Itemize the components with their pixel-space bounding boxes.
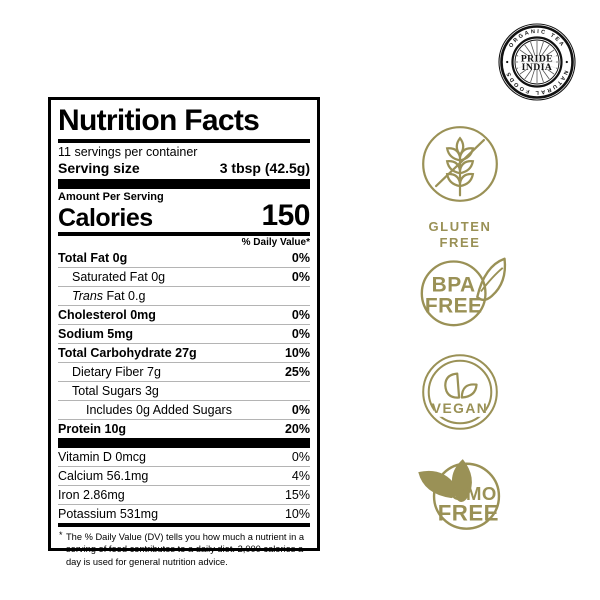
nutrient-daily-value: 0% [291,251,310,265]
nutrient-row: Saturated Fat 0g 0% [58,268,310,286]
nutrient-row: Trans Fat 0.g [58,287,310,305]
divider-nutrient-row [58,324,310,325]
vitamin-name: Iron 2.86mg [58,488,125,502]
vitamin-row: Vitamin D 0mcg 0% [58,448,310,466]
vitamin-daily-value: 0% [291,450,310,464]
nutrient-name: Trans Fat 0.g [72,289,146,303]
certification-badges: GLUTEN FREE BPA FREE VEGAN GMO [395,118,525,546]
nutrient-daily-value: 0% [291,403,310,417]
nutrient-daily-value: 10% [284,346,310,360]
divider-nutrient-row [58,381,310,382]
badge-gluten-free-caption-line1: GLUTEN [428,219,492,234]
page-title: Nutrition Facts [58,104,260,137]
badge-gluten-free: GLUTEN FREE [395,118,525,250]
badge-bpa-free-line1: BPA [432,274,476,297]
gluten-free-icon [422,126,498,202]
badge-bpa-free: BPA FREE [395,246,525,346]
nutrient-name: Total Carbohydrate 27g [58,346,197,360]
vitamin-daily-value: 10% [284,507,310,521]
nutrient-name: Dietary Fiber 7g [72,365,161,379]
serving-size-value: 3 tbsp (42.5g) [219,160,310,176]
badge-gmo-free: GMO FREE [395,446,525,546]
nutrient-daily-value: 0% [291,327,310,341]
nutrition-facts-panel: Nutrition Facts 11 servings per containe… [48,97,320,567]
nutrient-name: Total Fat 0g [58,251,128,265]
badge-gluten-free-caption-line2: FREE [439,235,481,251]
vitamin-name: Vitamin D 0mcg [58,450,146,464]
nutrient-row: Cholesterol 0mg 0% [58,306,310,324]
vitamin-name: Calcium 56.1mg [58,469,149,483]
nutrient-daily-value: 0% [291,270,310,284]
divider-nutrient-row [58,419,310,420]
nutrient-row: Total Fat 0g 0% [58,249,310,267]
footnote-marker: * [59,530,63,540]
nutrient-row: Total Sugars 3g [58,382,310,400]
nutrient-name: Sodium 5mg [58,327,134,341]
nutrient-list: Total Fat 0g 0% Saturated Fat 0g 0% Trans Fa… [58,249,310,438]
brand-seal: PRIDE INDIA ORGANIC TEA NATURAL FOODS [497,22,577,102]
seal-brand-line2: INDIA [522,62,553,73]
serving-size-row: Serving size 3 tbsp (42.5g) [58,160,310,179]
vitamin-daily-value: 15% [284,488,310,502]
vitamin-row: Potassium 531mg 10% [58,505,310,523]
badge-vegan-text: VEGAN [432,401,488,416]
vitamin-daily-value: 4% [291,469,310,483]
nutrient-name: Protein 10g [58,422,127,436]
nutrient-name: Saturated Fat 0g [72,270,166,284]
divider-above-calories [58,179,310,189]
badge-bpa-free-line2: FREE [425,294,483,317]
nutrient-name: Total Sugars 3g [72,384,159,398]
nutrient-daily-value: 20% [284,422,310,436]
vegan-icon: VEGAN [422,354,498,430]
divider-nutrient-row [58,362,310,363]
divider-above-vitamins [58,438,310,448]
nutrient-name: Cholesterol 0mg [58,308,156,322]
badge-gluten-free-caption: GLUTEN FREE [395,219,525,252]
divider-nutrient-row [58,400,310,401]
divider-vitamin-row [58,485,310,486]
divider-nutrient-row [58,267,310,268]
divider-vitamin-row [58,504,310,505]
vitamin-name: Potassium 531mg [58,507,159,521]
vitamin-row: Calcium 56.1mg 4% [58,467,310,485]
calories-row: Calories 150 [58,201,310,232]
divider-nutrient-row [58,343,310,344]
divider-above-footnote [58,523,310,527]
divider-under-title [58,139,310,143]
vitamin-row: Iron 2.86mg 15% [58,486,310,504]
divider-nutrient-row [58,286,310,287]
gmo-free-icon: GMO FREE [418,459,501,530]
calories-value: 150 [261,199,310,232]
nutrient-row: Protein 10g 20% [58,420,310,438]
footnote-text: The % Daily Value (DV) tells you how muc… [66,532,305,567]
nutrient-daily-value: 0% [291,308,310,322]
nutrient-row: Sodium 5mg 0% [58,325,310,343]
nutrient-row: Total Carbohydrate 27g 10% [58,344,310,362]
nutrient-row: Dietary Fiber 7g 25% [58,363,310,381]
divider-under-calories [58,232,310,236]
bpa-free-icon: BPA FREE [420,257,507,327]
vitamin-list: Vitamin D 0mcg 0% Calcium 56.1mg 4% Iron 2.8… [58,448,310,523]
nutrient-name: Includes 0g Added Sugars [86,403,232,417]
servings-per-container: 11 servings per container [58,145,198,159]
nutrient-daily-value: 25% [284,365,310,379]
nutrient-name-italic-prefix: Trans [72,289,107,303]
daily-value-header: % Daily Value* [241,237,310,248]
amount-per-serving-label: Amount Per Serving [58,191,164,203]
seal-brand-line1: PRIDE [521,54,553,65]
divider-vitamin-row [58,466,310,467]
badge-vegan: VEGAN [395,346,525,446]
divider-nutrient-row [58,305,310,306]
calories-label: Calories [58,203,153,232]
footnote: * The % Daily Value (DV) tells you how m… [58,527,310,568]
serving-size-label: Serving size [58,160,140,176]
badge-gmo-free-line2: FREE [438,500,499,525]
badge-gmo-free-line1: GMO [451,483,497,504]
nutrient-row: Includes 0g Added Sugars 0% [58,401,310,419]
